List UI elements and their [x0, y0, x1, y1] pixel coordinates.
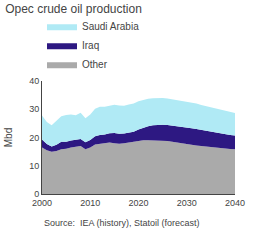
svg-text:40: 40	[29, 76, 39, 86]
svg-text:Iraq: Iraq	[82, 40, 99, 51]
svg-text:2030: 2030	[177, 198, 197, 208]
svg-text:Mbd: Mbd	[3, 128, 14, 147]
svg-text:2040: 2040	[225, 198, 245, 208]
svg-text:2000: 2000	[32, 198, 52, 208]
svg-text:Saudi Arabia: Saudi Arabia	[82, 21, 139, 32]
svg-text:30: 30	[29, 104, 39, 114]
svg-text:0: 0	[34, 189, 39, 199]
svg-text:Source: IEA (history), Statoi: Source: IEA (history), Statoil (forecast…	[44, 218, 200, 228]
svg-text:2020: 2020	[128, 198, 148, 208]
svg-text:20: 20	[29, 133, 39, 143]
svg-text:Other: Other	[82, 59, 108, 70]
svg-text:10: 10	[29, 161, 39, 171]
svg-text:Opec crude oil production: Opec crude oil production	[5, 2, 142, 16]
svg-text:2010: 2010	[80, 198, 100, 208]
